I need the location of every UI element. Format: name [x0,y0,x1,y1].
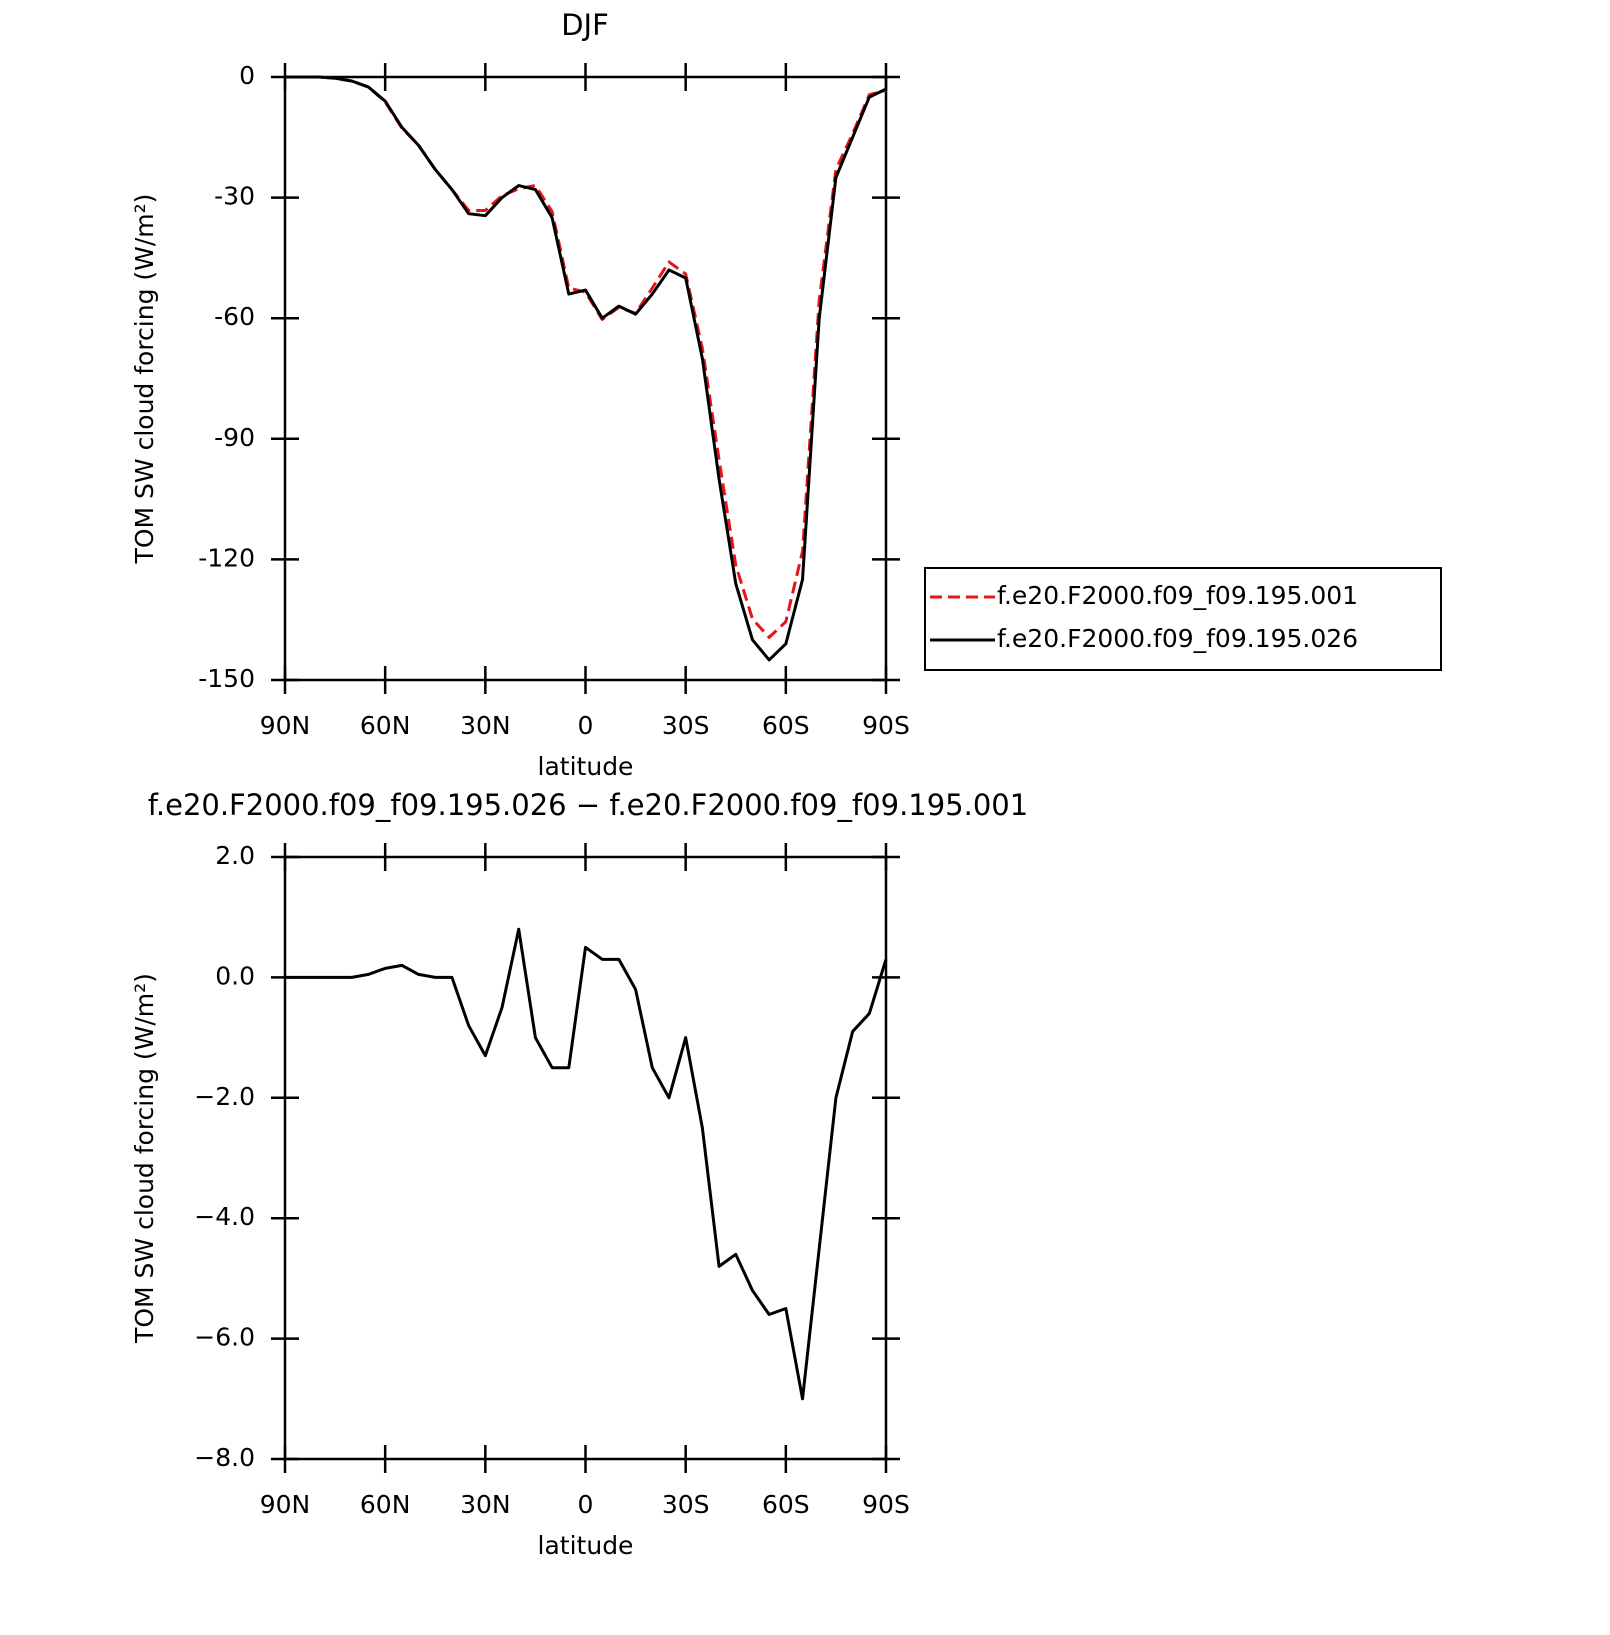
x-tick-label: 60N [360,1490,411,1519]
y-tick-label: -60 [214,302,255,331]
y-tick-label: -90 [214,423,255,452]
x-tick-label: 60N [360,711,411,740]
y-tick-label: −8.0 [194,1443,255,1472]
x-tick-label: 30S [662,1490,710,1519]
data-line [285,75,887,639]
legend-box [924,567,1442,671]
y-tick-label: -150 [198,664,255,693]
chart-title: f.e20.F2000.f09_f09.195.026 − f.e20.F200… [148,788,1028,822]
legend-label: f.e20.F2000.f09_f09.195.001 [997,581,1358,610]
x-tick-label: 90N [260,1490,311,1519]
x-tick-label: 90N [260,711,311,740]
y-axis-label: TOM SW cloud forcing (W/m²) [130,194,159,565]
chart-title: DJF [561,8,609,42]
y-tick-label: -120 [198,543,255,572]
x-tick-label: 30N [460,711,511,740]
x-tick-label: 0 [578,1490,594,1519]
plot-frame [283,75,888,682]
x-tick-label: 0 [578,711,594,740]
x-axis-label: latitude [538,1531,634,1560]
x-tick-label: 60S [762,1490,810,1519]
x-tick-label: 90S [862,711,910,740]
y-tick-label: 0.0 [215,961,255,990]
y-tick-label: 2.0 [215,841,255,870]
x-tick-label: 60S [762,711,810,740]
y-tick-label: 0 [239,61,255,90]
y-tick-label: -30 [214,182,255,211]
x-tick-label: 90S [862,1490,910,1519]
y-axis-label: TOM SW cloud forcing (W/m²) [130,973,159,1344]
y-tick-label: −2.0 [194,1082,255,1111]
plot-frame [283,855,888,1461]
data-line [285,927,888,1401]
legend-label: f.e20.F2000.f09_f09.195.026 [997,624,1358,653]
x-tick-label: 30N [460,1490,511,1519]
y-tick-label: −4.0 [194,1202,255,1231]
x-tick-label: 30S [662,711,710,740]
data-line [285,75,887,662]
x-axis-label: latitude [538,752,634,781]
y-tick-label: −6.0 [194,1323,255,1352]
